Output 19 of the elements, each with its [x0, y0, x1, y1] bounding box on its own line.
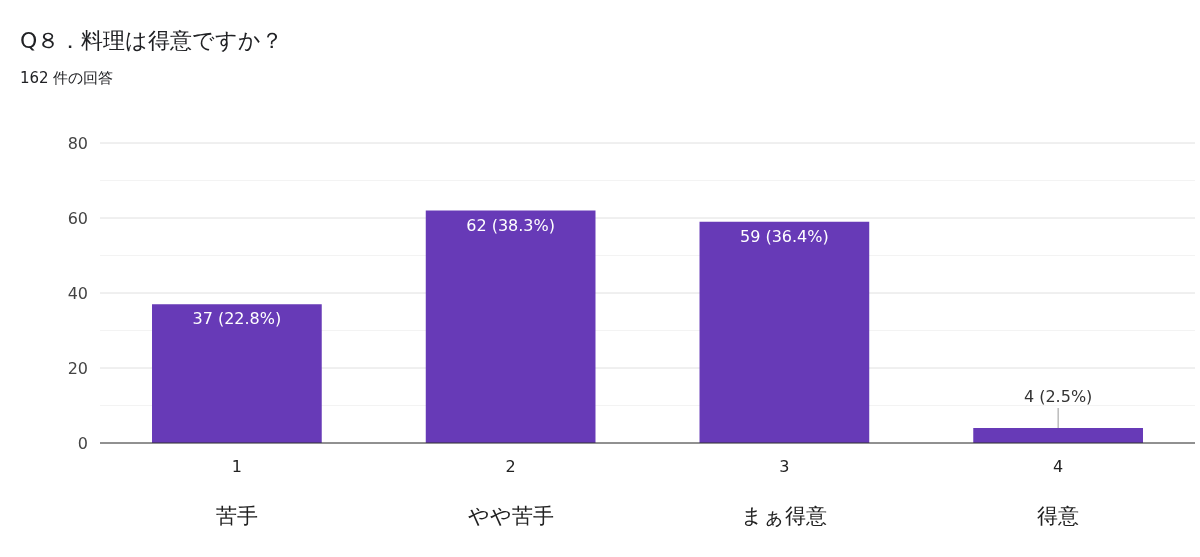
category-label: 3 まぁ得意	[741, 457, 828, 528]
bar	[973, 428, 1143, 443]
data-label: 62 (38.3%)	[466, 215, 556, 235]
y-tick-label: 20	[67, 358, 88, 378]
data-label: 59 (36.4%)	[739, 226, 829, 246]
y-tick-label: 0	[77, 433, 88, 453]
bar	[699, 221, 870, 443]
category-label: 2 やや苦手	[467, 457, 554, 528]
chart-subtitle: 162 件の回答	[20, 69, 114, 87]
y-tick-label: 60	[67, 208, 88, 228]
y-tick-label: 40	[67, 283, 88, 303]
category-label: 4 得意	[1037, 457, 1080, 528]
data-label: 4 (2.5%)	[1023, 387, 1093, 406]
bar	[152, 304, 322, 443]
chart-title: Q８．料理は得意ですか？	[20, 28, 284, 53]
category-label: 1 苦手	[215, 457, 258, 528]
bar	[425, 210, 596, 443]
data-label: 37 (22.8%)	[192, 309, 282, 329]
y-tick-label: 80	[67, 133, 88, 153]
